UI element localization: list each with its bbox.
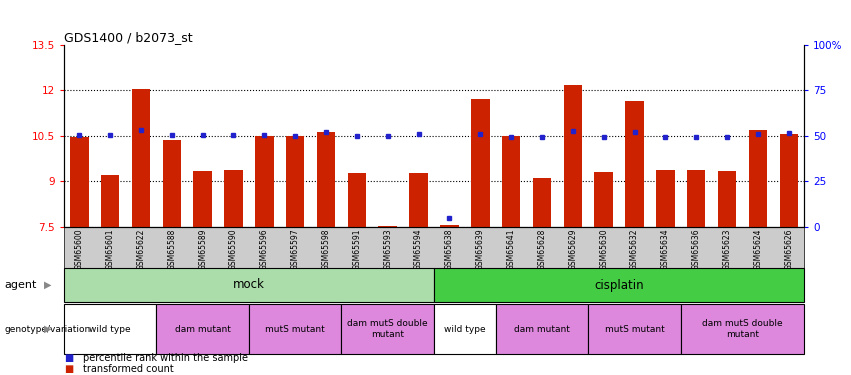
Bar bbox=[132, 89, 150, 227]
Text: ■: ■ bbox=[64, 353, 73, 363]
Bar bbox=[749, 130, 767, 227]
Text: cisplatin: cisplatin bbox=[594, 279, 644, 291]
Bar bbox=[379, 226, 397, 227]
Text: wild type: wild type bbox=[444, 324, 486, 334]
Text: GDS1400 / b2073_st: GDS1400 / b2073_st bbox=[64, 31, 192, 44]
Bar bbox=[224, 170, 243, 227]
Text: ▶: ▶ bbox=[44, 280, 52, 290]
Text: dam mutant: dam mutant bbox=[174, 324, 231, 334]
Text: percentile rank within the sample: percentile rank within the sample bbox=[83, 353, 248, 363]
Bar bbox=[409, 173, 428, 227]
Text: mutS mutant: mutS mutant bbox=[266, 324, 325, 334]
Bar bbox=[625, 101, 643, 227]
Text: agent: agent bbox=[4, 280, 37, 290]
Text: ■: ■ bbox=[64, 364, 73, 374]
Text: genotype/variation: genotype/variation bbox=[4, 324, 90, 334]
Bar bbox=[533, 178, 551, 227]
Text: dam mutS double
mutant: dam mutS double mutant bbox=[347, 320, 428, 339]
Bar bbox=[193, 171, 212, 227]
Bar bbox=[163, 141, 181, 227]
Bar bbox=[100, 176, 119, 227]
Bar bbox=[656, 170, 675, 227]
Bar bbox=[717, 171, 736, 227]
Text: transformed count: transformed count bbox=[83, 364, 174, 374]
Text: dam mutant: dam mutant bbox=[514, 324, 570, 334]
Bar bbox=[687, 170, 705, 227]
Bar bbox=[317, 132, 335, 227]
Bar bbox=[471, 99, 489, 227]
Bar bbox=[286, 136, 305, 227]
Text: mock: mock bbox=[233, 279, 265, 291]
Text: wild type: wild type bbox=[89, 324, 131, 334]
Text: mutS mutant: mutS mutant bbox=[605, 324, 665, 334]
Text: dam mutS double
mutant: dam mutS double mutant bbox=[702, 320, 783, 339]
Bar bbox=[563, 85, 582, 227]
Text: ▶: ▶ bbox=[44, 324, 52, 334]
Bar bbox=[594, 172, 613, 227]
Bar bbox=[347, 173, 366, 227]
Bar bbox=[255, 136, 273, 227]
Bar bbox=[70, 138, 89, 227]
Bar bbox=[440, 225, 459, 227]
Bar bbox=[780, 134, 798, 227]
Bar bbox=[502, 136, 520, 227]
